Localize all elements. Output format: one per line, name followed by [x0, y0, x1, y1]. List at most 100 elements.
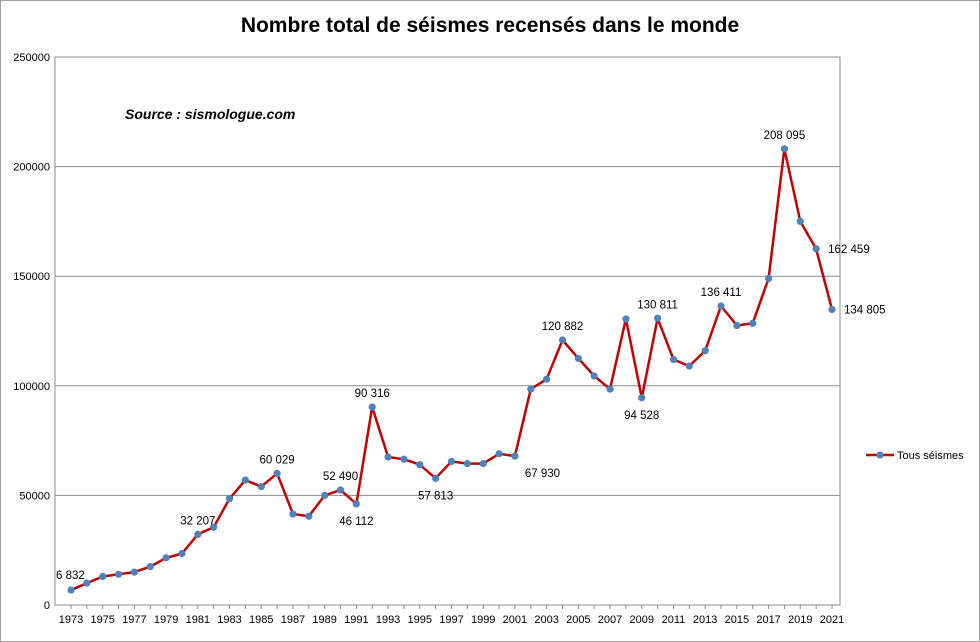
data-label: 162 459 — [828, 244, 870, 256]
data-point — [447, 457, 456, 466]
x-tick-label: 1991 — [344, 614, 368, 626]
data-label: 32 207 — [180, 515, 215, 527]
data-point — [257, 483, 265, 491]
data-label: 208 095 — [764, 130, 806, 142]
data-point — [574, 354, 582, 362]
data-point — [210, 523, 218, 531]
y-tick-label: 150000 — [13, 271, 50, 283]
y-tick-label: 50000 — [19, 490, 50, 502]
data-point — [606, 385, 614, 393]
data-point — [654, 314, 662, 322]
data-label: 90 316 — [355, 388, 390, 400]
data-point — [590, 372, 598, 380]
data-point — [812, 245, 820, 253]
data-point — [527, 385, 535, 393]
data-point — [194, 530, 202, 539]
x-tick-label: 1983 — [217, 614, 241, 626]
x-tick-label: 1989 — [312, 614, 336, 626]
data-point — [638, 394, 646, 402]
chart-title: Nombre total de séismes recensés dans le… — [240, 14, 740, 37]
x-tick-label: 2019 — [788, 614, 812, 626]
x-tick-label: 2011 — [662, 614, 686, 626]
data-point — [146, 563, 154, 571]
x-tick-label: 1975 — [90, 614, 114, 626]
x-tick-label: 2003 — [534, 614, 558, 626]
x-tick-label: 2007 — [598, 614, 622, 626]
data-label: 6 832 — [56, 570, 85, 582]
x-tick-label: 1979 — [154, 614, 178, 626]
data-point — [717, 302, 725, 310]
data-point — [368, 403, 376, 411]
x-tick-label: 1987 — [281, 614, 305, 626]
data-point — [558, 336, 567, 344]
data-point — [162, 554, 170, 562]
data-label: 52 490 — [323, 471, 358, 483]
data-point — [780, 145, 789, 153]
data-label: 134 805 — [844, 305, 886, 317]
data-point — [400, 455, 408, 463]
data-point — [828, 305, 836, 314]
x-tick-label: 1993 — [376, 614, 400, 626]
data-point — [764, 274, 773, 282]
data-point — [796, 217, 804, 225]
y-tick-label: 0 — [44, 600, 50, 612]
data-point — [463, 460, 471, 468]
data-point — [685, 362, 693, 370]
data-point — [273, 469, 281, 478]
data-point — [99, 572, 107, 581]
data-point — [305, 512, 313, 520]
data-point — [432, 474, 440, 482]
data-point — [701, 347, 709, 355]
x-tick-label: 2005 — [566, 614, 590, 626]
data-point — [352, 500, 360, 508]
data-point — [622, 315, 630, 323]
x-tick-label: 2013 — [693, 614, 717, 626]
data-point — [83, 579, 91, 587]
data-point — [225, 495, 234, 503]
data-point — [479, 460, 487, 468]
legend-label: Tous séismes — [897, 450, 964, 462]
data-point — [669, 355, 678, 364]
data-label: 60 029 — [260, 454, 295, 466]
data-point — [114, 570, 123, 578]
data-point — [178, 549, 186, 558]
data-point — [130, 568, 139, 576]
y-tick-label: 100000 — [13, 381, 50, 393]
data-label: 120 882 — [542, 321, 584, 333]
source-annotation: Source : sismologue.com — [125, 106, 296, 122]
data-point — [241, 476, 249, 484]
x-tick-label: 1997 — [439, 614, 463, 626]
data-label: 94 528 — [624, 410, 659, 422]
data-point — [289, 510, 297, 518]
x-tick-label: 1985 — [249, 614, 273, 626]
y-tick-label: 250000 — [13, 52, 50, 64]
data-point — [543, 375, 551, 383]
data-point — [495, 450, 503, 458]
data-point — [67, 586, 75, 594]
x-tick-label: 2021 — [820, 614, 844, 626]
legend-marker — [876, 451, 884, 459]
data-point — [416, 461, 424, 469]
data-point — [384, 453, 392, 461]
x-tick-label: 1999 — [471, 614, 495, 626]
data-point — [321, 491, 329, 499]
x-tick-label: 2017 — [756, 614, 780, 626]
x-tick-label: 1973 — [59, 614, 83, 626]
x-tick-label: 1995 — [408, 614, 432, 626]
x-tick-label: 1981 — [186, 614, 210, 626]
plot-area-border — [54, 56, 841, 606]
x-tick-label: 2001 — [503, 614, 527, 626]
data-label: 130 811 — [637, 299, 678, 311]
data-label: 136 411 — [701, 287, 742, 299]
data-point — [511, 452, 519, 460]
data-label: 67 930 — [525, 468, 560, 480]
data-label: 46 112 — [339, 516, 373, 528]
data-point — [733, 321, 741, 330]
x-tick-label: 2009 — [630, 614, 654, 626]
y-tick-label: 200000 — [13, 162, 50, 174]
data-point — [749, 319, 757, 327]
data-point — [336, 486, 345, 494]
x-tick-label: 2015 — [725, 614, 749, 626]
